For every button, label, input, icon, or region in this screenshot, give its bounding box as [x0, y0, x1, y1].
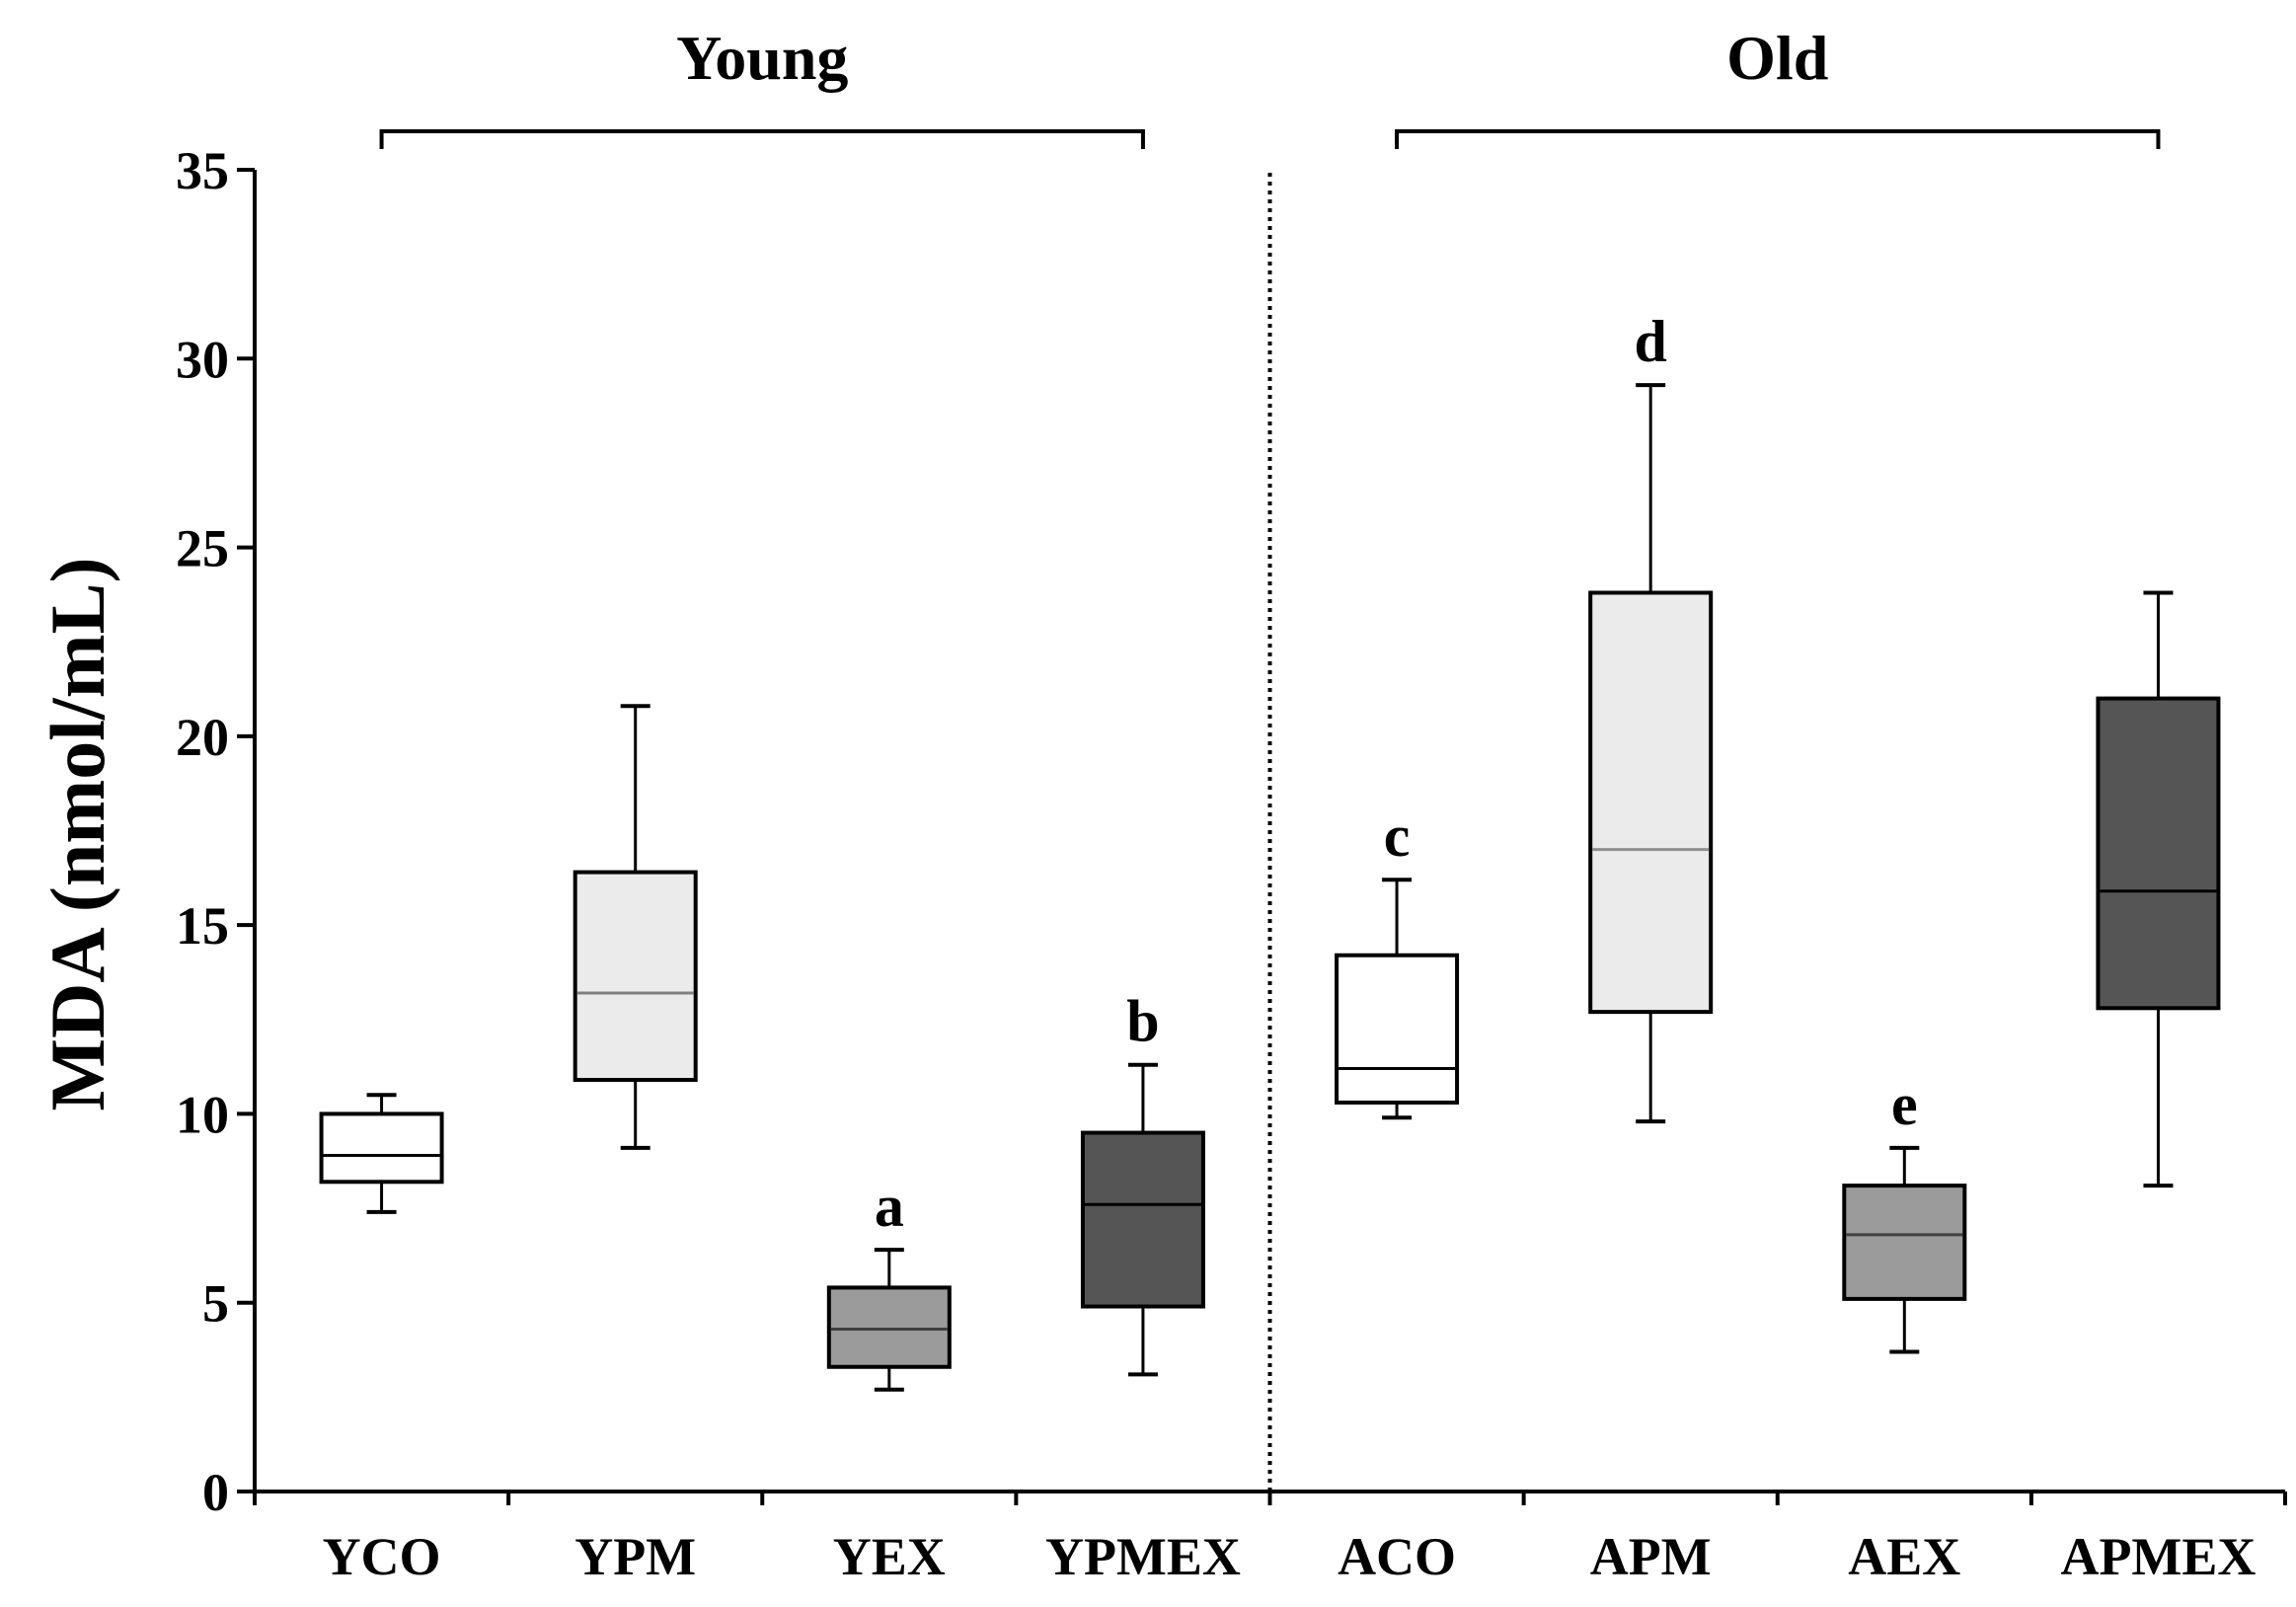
x-tick-label: YPMEX: [1045, 1527, 1241, 1586]
box-body: [319, 1111, 444, 1185]
group-label: Young: [676, 23, 848, 93]
box-body: [1080, 1130, 1205, 1309]
significance-letter: a: [875, 1174, 904, 1239]
boxes: a b c d e: [319, 309, 2221, 1392]
box-body: [2096, 696, 2221, 1011]
box-body: [1588, 590, 1714, 1015]
y-tick-label: 20: [176, 708, 229, 767]
box-ypmex: b: [1080, 989, 1205, 1377]
x-tick-label: APM: [1590, 1527, 1712, 1586]
box-yex: a: [826, 1174, 952, 1392]
y-tick-label: 25: [176, 519, 229, 578]
y-tick-label: 5: [202, 1274, 229, 1334]
group-bracket: [379, 129, 1145, 149]
group-brackets: Young Old: [379, 23, 2161, 149]
y-tick-label: 10: [176, 1085, 229, 1144]
box-body: [1335, 953, 1460, 1105]
group-bracket: [1395, 129, 2161, 149]
box-yco: [319, 1093, 444, 1214]
x-tick-label: APMEX: [2060, 1527, 2256, 1586]
box-aex: e: [1842, 1072, 1967, 1354]
y-axis-label: MDA (nmol/mL): [35, 557, 120, 1110]
box-aco: c: [1335, 804, 1460, 1120]
x-tick-label: AEX: [1848, 1527, 1960, 1586]
group-label: Old: [1726, 23, 1828, 93]
box-body: [573, 870, 698, 1082]
x-tick-label: YPM: [574, 1527, 696, 1586]
box-body: [1842, 1184, 1967, 1301]
x-tick-label: YEX: [833, 1527, 946, 1586]
y-axis: 0 5 10 15 20 25 30 35: [176, 141, 257, 1522]
x-tick-label: YCO: [323, 1527, 441, 1586]
box-apm: d: [1588, 309, 1714, 1124]
y-tick-label: 35: [176, 141, 229, 200]
box-apmex: [2096, 590, 2221, 1188]
y-tick-label: 15: [176, 896, 229, 956]
significance-letter: b: [1126, 989, 1159, 1054]
box-ypm: [573, 704, 698, 1150]
y-tick-label: 0: [202, 1463, 229, 1522]
x-axis: YCO YPM YEX YPMEX ACO APM AEX APMEX: [253, 173, 2287, 1586]
box-body: [826, 1285, 952, 1369]
y-tick-label: 30: [176, 330, 229, 389]
significance-letter: d: [1635, 309, 1667, 374]
significance-letter: c: [1384, 804, 1411, 869]
significance-letter: e: [1891, 1072, 1918, 1137]
x-tick-label: ACO: [1338, 1527, 1456, 1586]
